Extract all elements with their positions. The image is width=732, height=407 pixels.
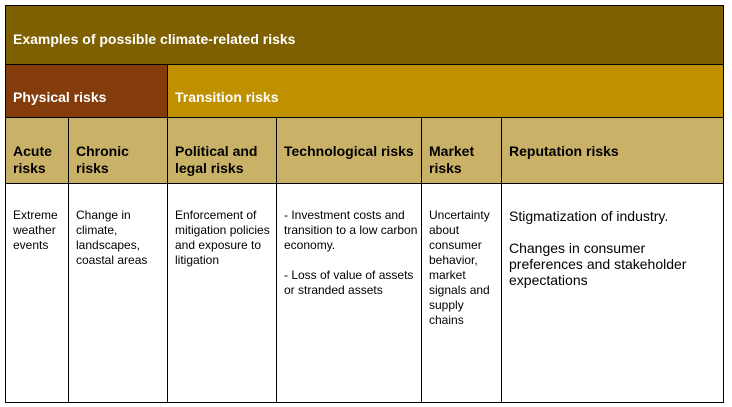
cell-political-legal-risks: Enforcement of mitigation policies and e… [168,184,277,402]
paragraph-spacer [509,224,720,240]
group-header-transition-risks: Transition risks [168,65,723,118]
column-header-political-legal-risks: Political and legal risks [168,118,277,184]
cell-acute-risks: Extreme weather events [6,184,69,402]
table-title: Examples of possible climate-related ris… [6,6,723,65]
cell-technological-risks: - Investment costs and transition to a l… [277,184,422,402]
column-header-technological-risks: Technological risks [277,118,422,184]
column-header-reputation-risks: Reputation risks [502,118,723,184]
group-header-physical-risks: Physical risks [6,65,168,118]
technological-risk-stranded-assets: - Loss of value of assets or stranded as… [284,268,414,297]
cell-market-risks: Uncertainty about consumer behavior, mar… [422,184,502,402]
column-header-chronic-risks: Chronic risks [69,118,168,184]
column-header-market-risks: Market risks [422,118,502,184]
reputation-risk-stigmatization: Stigmatization of industry. [509,208,669,224]
technological-risk-investment: - Investment costs and transition to a l… [284,208,418,252]
cell-chronic-risks: Change in climate, landscapes, coastal a… [69,184,168,402]
paragraph-spacer [284,253,418,268]
climate-risks-table: Examples of possible climate-related ris… [5,5,724,403]
column-header-acute-risks: Acute risks [6,118,69,184]
reputation-risk-preferences: Changes in consumer preferences and stak… [509,240,687,288]
cell-reputation-risks: Stigmatization of industry. Changes in c… [502,184,723,402]
